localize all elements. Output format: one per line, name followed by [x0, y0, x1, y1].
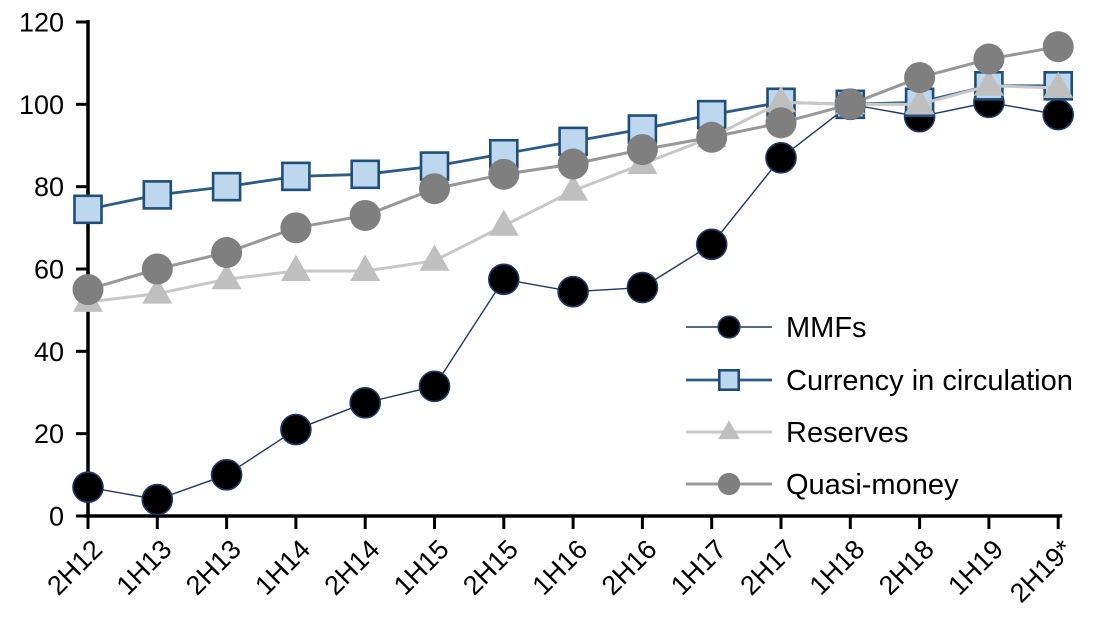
data-point — [695, 228, 728, 261]
data-point — [73, 194, 103, 225]
y-tick-label: 80 — [34, 172, 64, 202]
data-point — [766, 86, 796, 113]
data-point — [1042, 98, 1074, 131]
data-point — [488, 209, 519, 236]
data-point — [141, 253, 173, 285]
data-point — [349, 386, 382, 419]
legend-label: Currency in circulation — [786, 365, 1073, 397]
data-point — [765, 142, 797, 174]
data-point — [488, 158, 520, 190]
data-point — [718, 420, 740, 440]
x-tick-label: 2H19* — [1004, 534, 1079, 609]
x-tick-label: 2H12 — [41, 534, 108, 601]
legend-label: Reserves — [786, 417, 909, 449]
x-tick-label: 1H14 — [249, 534, 316, 601]
data-point — [281, 161, 311, 192]
x-tick-label: 1H18 — [804, 534, 871, 601]
data-point — [350, 159, 381, 190]
data-point — [72, 471, 104, 503]
data-point — [904, 62, 936, 94]
x-tick-label: 2H13 — [180, 534, 247, 601]
data-point — [211, 237, 243, 269]
data-point — [717, 472, 741, 496]
legend-label: Quasi-money — [786, 469, 959, 501]
x-tick-label: 1H13 — [111, 534, 178, 601]
y-tick-label: 100 — [19, 90, 64, 120]
data-point — [626, 134, 658, 166]
data-point — [418, 370, 451, 403]
legend-item-reserves: Reserves — [686, 417, 909, 449]
data-point — [142, 180, 173, 210]
data-point — [558, 174, 589, 201]
y-tick-label: 120 — [19, 8, 64, 38]
data-point — [72, 274, 104, 306]
x-tick-label: 1H16 — [526, 534, 593, 601]
data-point — [280, 413, 312, 446]
y-tick-label: 40 — [34, 337, 64, 367]
y-tick-label: 60 — [34, 255, 64, 285]
x-tick-label: 1H19 — [942, 534, 1009, 601]
data-point — [350, 254, 381, 282]
data-point — [210, 459, 243, 491]
data-point — [141, 483, 174, 516]
x-tick-label: 1H15 — [388, 534, 455, 601]
legend-item-quasi-money: Quasi-money — [686, 469, 959, 501]
data-point — [280, 212, 312, 244]
data-point — [557, 275, 589, 308]
x-tick-label: 2H16 — [596, 534, 663, 601]
data-point — [487, 263, 520, 296]
x-tick-label: 2H18 — [873, 534, 940, 601]
legend-item-currency-in-circulation: Currency in circulation — [686, 365, 1073, 397]
data-point — [973, 69, 1004, 96]
x-tick-label: 1H17 — [665, 534, 732, 601]
series-quasi-money — [72, 31, 1074, 306]
data-point — [717, 368, 741, 392]
data-point — [280, 254, 311, 282]
data-point — [696, 121, 728, 153]
data-point — [973, 43, 1005, 75]
data-point — [904, 88, 935, 115]
data-point — [419, 244, 450, 271]
data-point — [626, 271, 659, 304]
data-point — [765, 107, 797, 139]
data-point — [1043, 71, 1074, 98]
data-point — [1042, 31, 1074, 63]
x-tick-label: 2H17 — [734, 534, 801, 601]
data-point — [211, 171, 242, 202]
data-point — [717, 315, 741, 339]
legend-item-mmfs: MMFs — [686, 312, 867, 344]
data-point — [211, 263, 242, 290]
y-tick-label: 20 — [34, 419, 64, 449]
data-point — [557, 148, 589, 180]
data-point — [349, 199, 381, 231]
x-tick-label: 2H14 — [319, 534, 386, 601]
x-tick-label: 2H15 — [457, 534, 524, 601]
legend-label: MMFs — [786, 312, 867, 344]
legend: MMFs Currency in circulation Reserves Quasi… — [686, 312, 1073, 501]
y-tick-label: 0 — [49, 502, 64, 532]
data-point — [834, 88, 866, 120]
data-point — [142, 277, 173, 304]
data-point — [419, 173, 450, 205]
